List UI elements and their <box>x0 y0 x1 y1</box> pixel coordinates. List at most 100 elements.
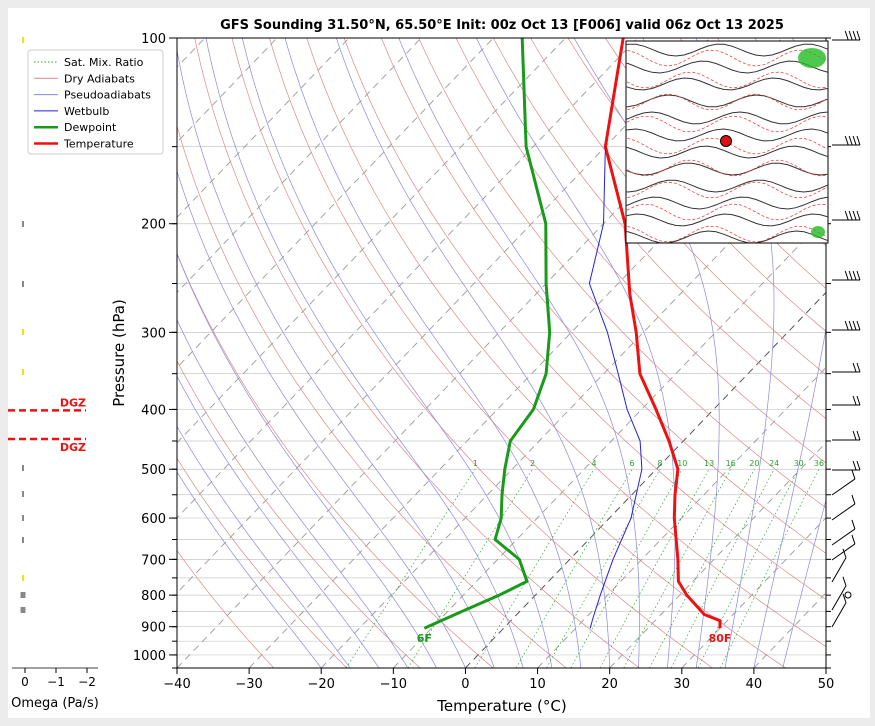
pseudoadiabat <box>177 169 466 668</box>
mixing-ratio-line <box>599 469 710 668</box>
inset-contour <box>626 145 828 159</box>
y-axis-ticks: 100 200 300 400 500 600 700 800 900 1000 <box>133 32 831 669</box>
dry-adiabat <box>492 38 826 419</box>
pseudoadiabat <box>573 38 720 668</box>
dry-adiabat <box>177 457 348 668</box>
inset-contour <box>626 93 828 111</box>
y-tick-label: 200 <box>141 218 166 233</box>
pseudoadiabat <box>177 252 437 668</box>
wind-barb <box>831 576 847 611</box>
mixing-ratio-line <box>670 469 775 668</box>
omega-bar <box>22 329 24 335</box>
pseudoadiabat <box>782 498 826 668</box>
mixing-ratio-line <box>570 469 683 668</box>
pseudoadiabat <box>177 319 409 668</box>
wind-barb <box>832 395 861 406</box>
omega-bar <box>22 515 24 521</box>
wind-barb <box>832 270 861 281</box>
omega-label: Omega (Pa/s) <box>11 696 99 711</box>
mixing-ratio-label: 8 <box>658 459 663 468</box>
x-tick-label: −20 <box>308 677 335 692</box>
x-tick-label: −40 <box>163 677 190 692</box>
y-tick-label: 800 <box>141 589 166 604</box>
dgz-label: DGZ <box>60 396 86 409</box>
omega-bar <box>20 592 26 598</box>
mixing-ratio-line <box>515 469 633 668</box>
inset-contour <box>626 128 828 142</box>
mixing-ratio-line <box>345 469 476 668</box>
surface-label: 6F <box>417 632 432 645</box>
omega-bars <box>20 37 26 613</box>
inset-contour <box>626 77 828 91</box>
legend-label: Pseudoadiabats <box>64 89 151 102</box>
dry-adiabat <box>177 124 567 668</box>
x-tick-label: 20 <box>601 677 618 692</box>
x-tick-label: 40 <box>746 677 763 692</box>
x-tick-label: −10 <box>380 677 407 692</box>
omega-bar <box>22 465 24 471</box>
wind-barb <box>832 30 861 41</box>
dry-adiabat <box>455 38 826 464</box>
isotherm-line <box>177 38 638 519</box>
background-lines <box>177 38 826 668</box>
pseudoadiabat <box>177 48 495 668</box>
pseudoadiabat <box>205 38 524 668</box>
wind-barb <box>831 593 847 628</box>
x-axis-ticks: −40 −30 −20 −10 0 10 20 30 40 50 <box>163 668 834 692</box>
wind-barbs <box>831 30 861 628</box>
x-tick-label: 0 <box>461 677 469 692</box>
series-temperature <box>603 38 722 629</box>
surface-label: 80F <box>709 632 732 645</box>
dry-adiabat <box>380 38 826 554</box>
inset-contour <box>626 159 828 177</box>
isotherm-line <box>753 592 826 668</box>
isotherm-line <box>681 517 826 668</box>
omega-bar <box>22 537 24 543</box>
pseudoadiabat <box>177 375 380 668</box>
pseudoadiabat <box>695 38 775 668</box>
mixing-ratio-label: 24 <box>769 459 779 468</box>
omega-tick-label: 0 <box>21 675 29 689</box>
series-dewpoint <box>423 38 552 630</box>
wind-barb <box>831 469 856 496</box>
dry-adiabat <box>567 38 826 332</box>
dry-adiabat <box>177 549 274 668</box>
mixing-ratio-label: 4 <box>592 459 597 468</box>
y-axis-label: Pressure (hPa) <box>110 299 128 407</box>
mixing-ratio-line <box>546 469 661 668</box>
pseudoadiabat <box>177 471 322 668</box>
y-tick-label: 500 <box>141 463 166 478</box>
inset-contour <box>626 60 828 74</box>
inset-map <box>625 40 829 244</box>
pseudoadiabat <box>177 425 351 668</box>
omega-tick-label: −2 <box>78 675 96 689</box>
omega-bar <box>22 369 24 375</box>
dry-adiabat <box>343 38 826 601</box>
legend-label: Dry Adiabats <box>64 72 135 85</box>
y-tick-label: 1000 <box>133 649 166 664</box>
wind-barb <box>832 460 861 471</box>
calm-wind-circle <box>844 591 852 599</box>
inset-precip <box>798 48 826 68</box>
omega-bar <box>22 491 24 497</box>
mixing-ratio-line <box>649 469 755 668</box>
pseudoadiabat <box>753 38 826 668</box>
mixing-ratio-label: 16 <box>726 459 736 468</box>
mixing-ratio-label: 1 <box>473 459 478 468</box>
mixing-ratio-label: 30 <box>794 459 804 468</box>
y-tick-label: 300 <box>141 326 166 341</box>
inset-contour <box>626 49 828 67</box>
omega-panel: 0 −1 −2 Omega (Pa/s) DGZ DGZ <box>8 37 99 711</box>
isotherm-line <box>609 442 826 668</box>
omega-bar <box>22 37 24 43</box>
mixing-ratio-labels: 1 2 4 6 8 10 13 16 20 24 30 36 <box>473 459 824 468</box>
x-tick-label: 30 <box>674 677 691 692</box>
legend-label: Sat. Mix. Ratio <box>64 56 144 69</box>
wind-barb <box>831 548 847 583</box>
dry-adiabat <box>269 38 786 668</box>
mixing-ratio-label: 20 <box>749 459 759 468</box>
inset-contour <box>626 225 828 243</box>
dry-adiabat <box>231 38 713 668</box>
series-wetbulb <box>588 146 643 629</box>
wind-barb <box>832 320 861 331</box>
